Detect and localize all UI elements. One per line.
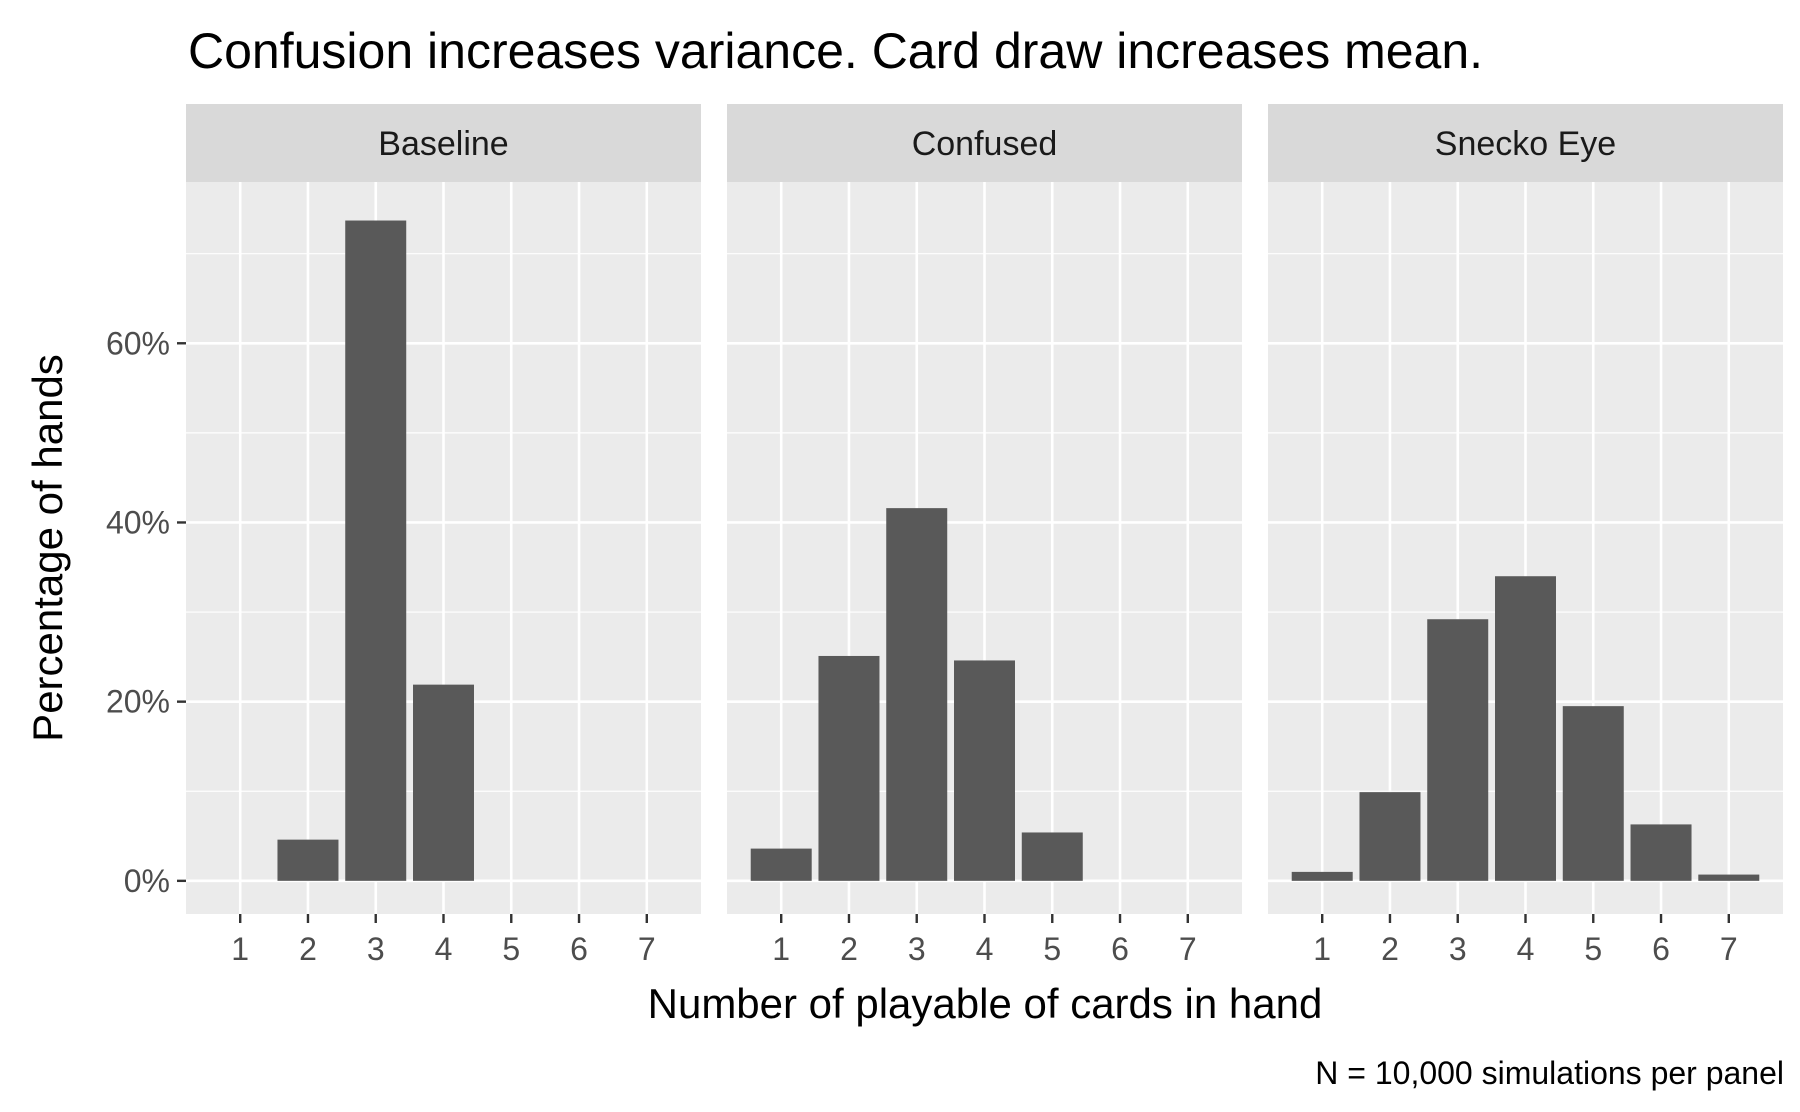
- x-tick-label: 6: [570, 931, 588, 967]
- bar-snecko-eye-5: [1562, 706, 1624, 881]
- bar-snecko-eye-3: [1427, 619, 1489, 881]
- y-tick-label: 20%: [106, 684, 170, 720]
- bar-snecko-eye-1: [1291, 871, 1353, 881]
- x-tick-label: 6: [1652, 931, 1670, 967]
- caption: N = 10,000 simulations per panel: [1315, 1055, 1784, 1091]
- strip-background: [727, 104, 1242, 182]
- x-tick-label: 3: [1449, 931, 1467, 967]
- x-axis-title: Number of playable of cards in hand: [648, 980, 1323, 1027]
- x-tick-label: 7: [638, 931, 656, 967]
- bar-confused-4: [954, 660, 1015, 881]
- x-tick-label: 6: [1111, 931, 1129, 967]
- x-tick-label: 7: [1179, 931, 1197, 967]
- x-tick-label: 4: [1517, 931, 1535, 967]
- x-tick-label: 1: [1313, 931, 1331, 967]
- panel-2: Snecko Eye 1 2 3 4 5 6 7: [1268, 104, 1783, 967]
- x-tick-label: 2: [840, 931, 858, 967]
- x-tick-label: 4: [976, 931, 994, 967]
- y-axis: 0% 20% 40% 60%: [106, 325, 186, 899]
- bar-snecko-eye-6: [1630, 824, 1692, 881]
- bar-snecko-eye-2: [1359, 792, 1421, 881]
- x-tick-label: 5: [1043, 931, 1061, 967]
- bar-baseline-4: [413, 684, 474, 881]
- y-tick-label: 0%: [124, 863, 170, 899]
- x-tick-label: 4: [435, 931, 453, 967]
- bar-snecko-eye-7: [1698, 874, 1760, 881]
- bar-baseline-3: [345, 220, 407, 881]
- x-tick-label: 3: [367, 931, 385, 967]
- x-tick-label: 1: [772, 931, 790, 967]
- strip-label: Snecko Eye: [1435, 125, 1616, 163]
- bar-confused-1: [750, 848, 812, 881]
- x-tick-label: 5: [1584, 931, 1602, 967]
- panel-0: Baseline 1 2 3 4 5 6 7: [186, 104, 701, 967]
- x-tick-label: 7: [1720, 931, 1738, 967]
- strip-background: [1268, 104, 1783, 182]
- panel-1: Confused 1 2 3 4 5 6 7: [727, 104, 1242, 967]
- x-tick-label: 5: [502, 931, 520, 967]
- bar-confused-3: [886, 508, 948, 881]
- x-tick-label: 2: [1381, 931, 1399, 967]
- bar-confused-2: [818, 655, 880, 881]
- strip-label: Baseline: [378, 125, 508, 163]
- x-tick-label: 3: [908, 931, 926, 967]
- bar-confused-5: [1021, 832, 1083, 881]
- strip-background: [186, 104, 701, 182]
- strip-label: Confused: [912, 125, 1058, 163]
- bar-baseline-2: [277, 839, 339, 881]
- y-tick-label: 40%: [106, 504, 170, 540]
- x-tick-label: 1: [231, 931, 249, 967]
- bar-snecko-eye-4: [1495, 576, 1556, 881]
- x-tick-label: 2: [299, 931, 317, 967]
- chart-title: Confusion increases variance. Card draw …: [188, 23, 1483, 79]
- y-tick-label: 60%: [106, 325, 170, 361]
- y-axis-title: Percentage of hands: [24, 354, 71, 742]
